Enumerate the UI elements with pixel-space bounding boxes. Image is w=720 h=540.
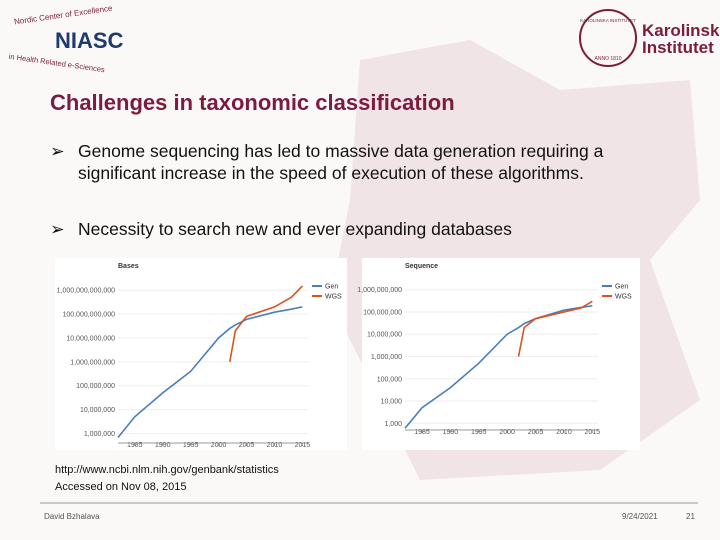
x-tick-label: 1990 <box>443 429 459 436</box>
y-tick-label: 1,000,000 <box>371 354 402 361</box>
source-date: Accessed on Nov 08, 2015 <box>55 481 187 493</box>
legend-label: Gen <box>325 284 338 291</box>
source: http://www.ncbi.nlm.nih.gov/genbank/stat… <box>55 462 279 496</box>
x-tick-label: 2010 <box>267 442 283 449</box>
data-line <box>228 285 303 362</box>
data-line <box>404 304 593 429</box>
seal-bottom: ANNO 1810 <box>595 56 622 62</box>
x-tick-label: 1995 <box>471 429 487 436</box>
legend-label: Gen <box>615 284 628 291</box>
slide-title: Challenges in taxonomic classification <box>50 90 455 115</box>
bullet-text: Genome sequencing has led to massive dat… <box>78 141 604 183</box>
x-tick-label: 2015 <box>585 429 601 436</box>
seal-top: KAROLINSKA INSTITUTET <box>580 18 636 23</box>
seal <box>579 9 637 67</box>
y-tick-label: 1,000 <box>384 421 402 428</box>
footer-author: David Bzhalava <box>44 512 100 521</box>
y-tick-label: 100,000,000 <box>363 309 402 316</box>
y-tick-label: 100,000,000 <box>76 383 115 390</box>
ki-name: Institutet <box>642 38 714 57</box>
data-line <box>517 300 593 357</box>
niasc-arc-top: Nordic Center of Excellence <box>13 4 113 27</box>
y-tick-label: 10,000 <box>381 399 403 406</box>
bullet: ➢ Genome sequencing has led to massive da… <box>50 141 604 183</box>
source-url: http://www.ncbi.nlm.nih.gov/genbank/stat… <box>55 464 279 476</box>
x-tick-label: 2010 <box>556 429 572 436</box>
y-tick-label: 10,000,000,000 <box>66 335 115 342</box>
chart-background <box>362 258 640 450</box>
x-tick-label: 1985 <box>127 442 143 449</box>
legend-label: WGS <box>325 294 342 301</box>
y-tick-label: 1,000,000,000,000 <box>57 288 115 295</box>
y-tick-label: 100,000 <box>377 376 402 383</box>
bullet-text: Necessity to search new and ever expandi… <box>78 219 512 239</box>
chart-title: Bases <box>118 263 139 270</box>
x-tick-label: 1985 <box>414 429 430 436</box>
footer-date: 9/24/2021 <box>622 512 658 521</box>
y-tick-label: 10,000,000 <box>80 407 115 414</box>
x-tick-label: 2000 <box>499 429 515 436</box>
x-tick-label: 1990 <box>155 442 171 449</box>
niasc-logo: NIASC <box>55 28 124 53</box>
ki-name: Karolinska <box>642 21 720 40</box>
y-tick-label: 1,000,000,000 <box>357 287 402 294</box>
y-tick-label: 10,000,000 <box>367 332 402 339</box>
bullet: ➢ Necessity to search new and ever expand… <box>50 219 512 239</box>
legend-label: WGS <box>615 294 632 301</box>
y-tick-label: 100,000,000,000 <box>62 312 115 319</box>
niasc-arc-bottom: in Health Related e-Sciences <box>8 52 105 74</box>
y-tick-label: 1,000,000,000 <box>70 359 115 366</box>
x-tick-label: 1995 <box>183 442 199 449</box>
footer-page: 21 <box>686 512 695 521</box>
y-tick-label: 1,000,000 <box>84 431 115 438</box>
x-tick-label: 2005 <box>239 442 255 449</box>
chart-title: Sequence <box>405 263 438 270</box>
data-line <box>117 306 303 438</box>
x-tick-label: 2000 <box>211 442 227 449</box>
x-tick-label: 2015 <box>295 442 311 449</box>
x-tick-label: 2005 <box>528 429 544 436</box>
